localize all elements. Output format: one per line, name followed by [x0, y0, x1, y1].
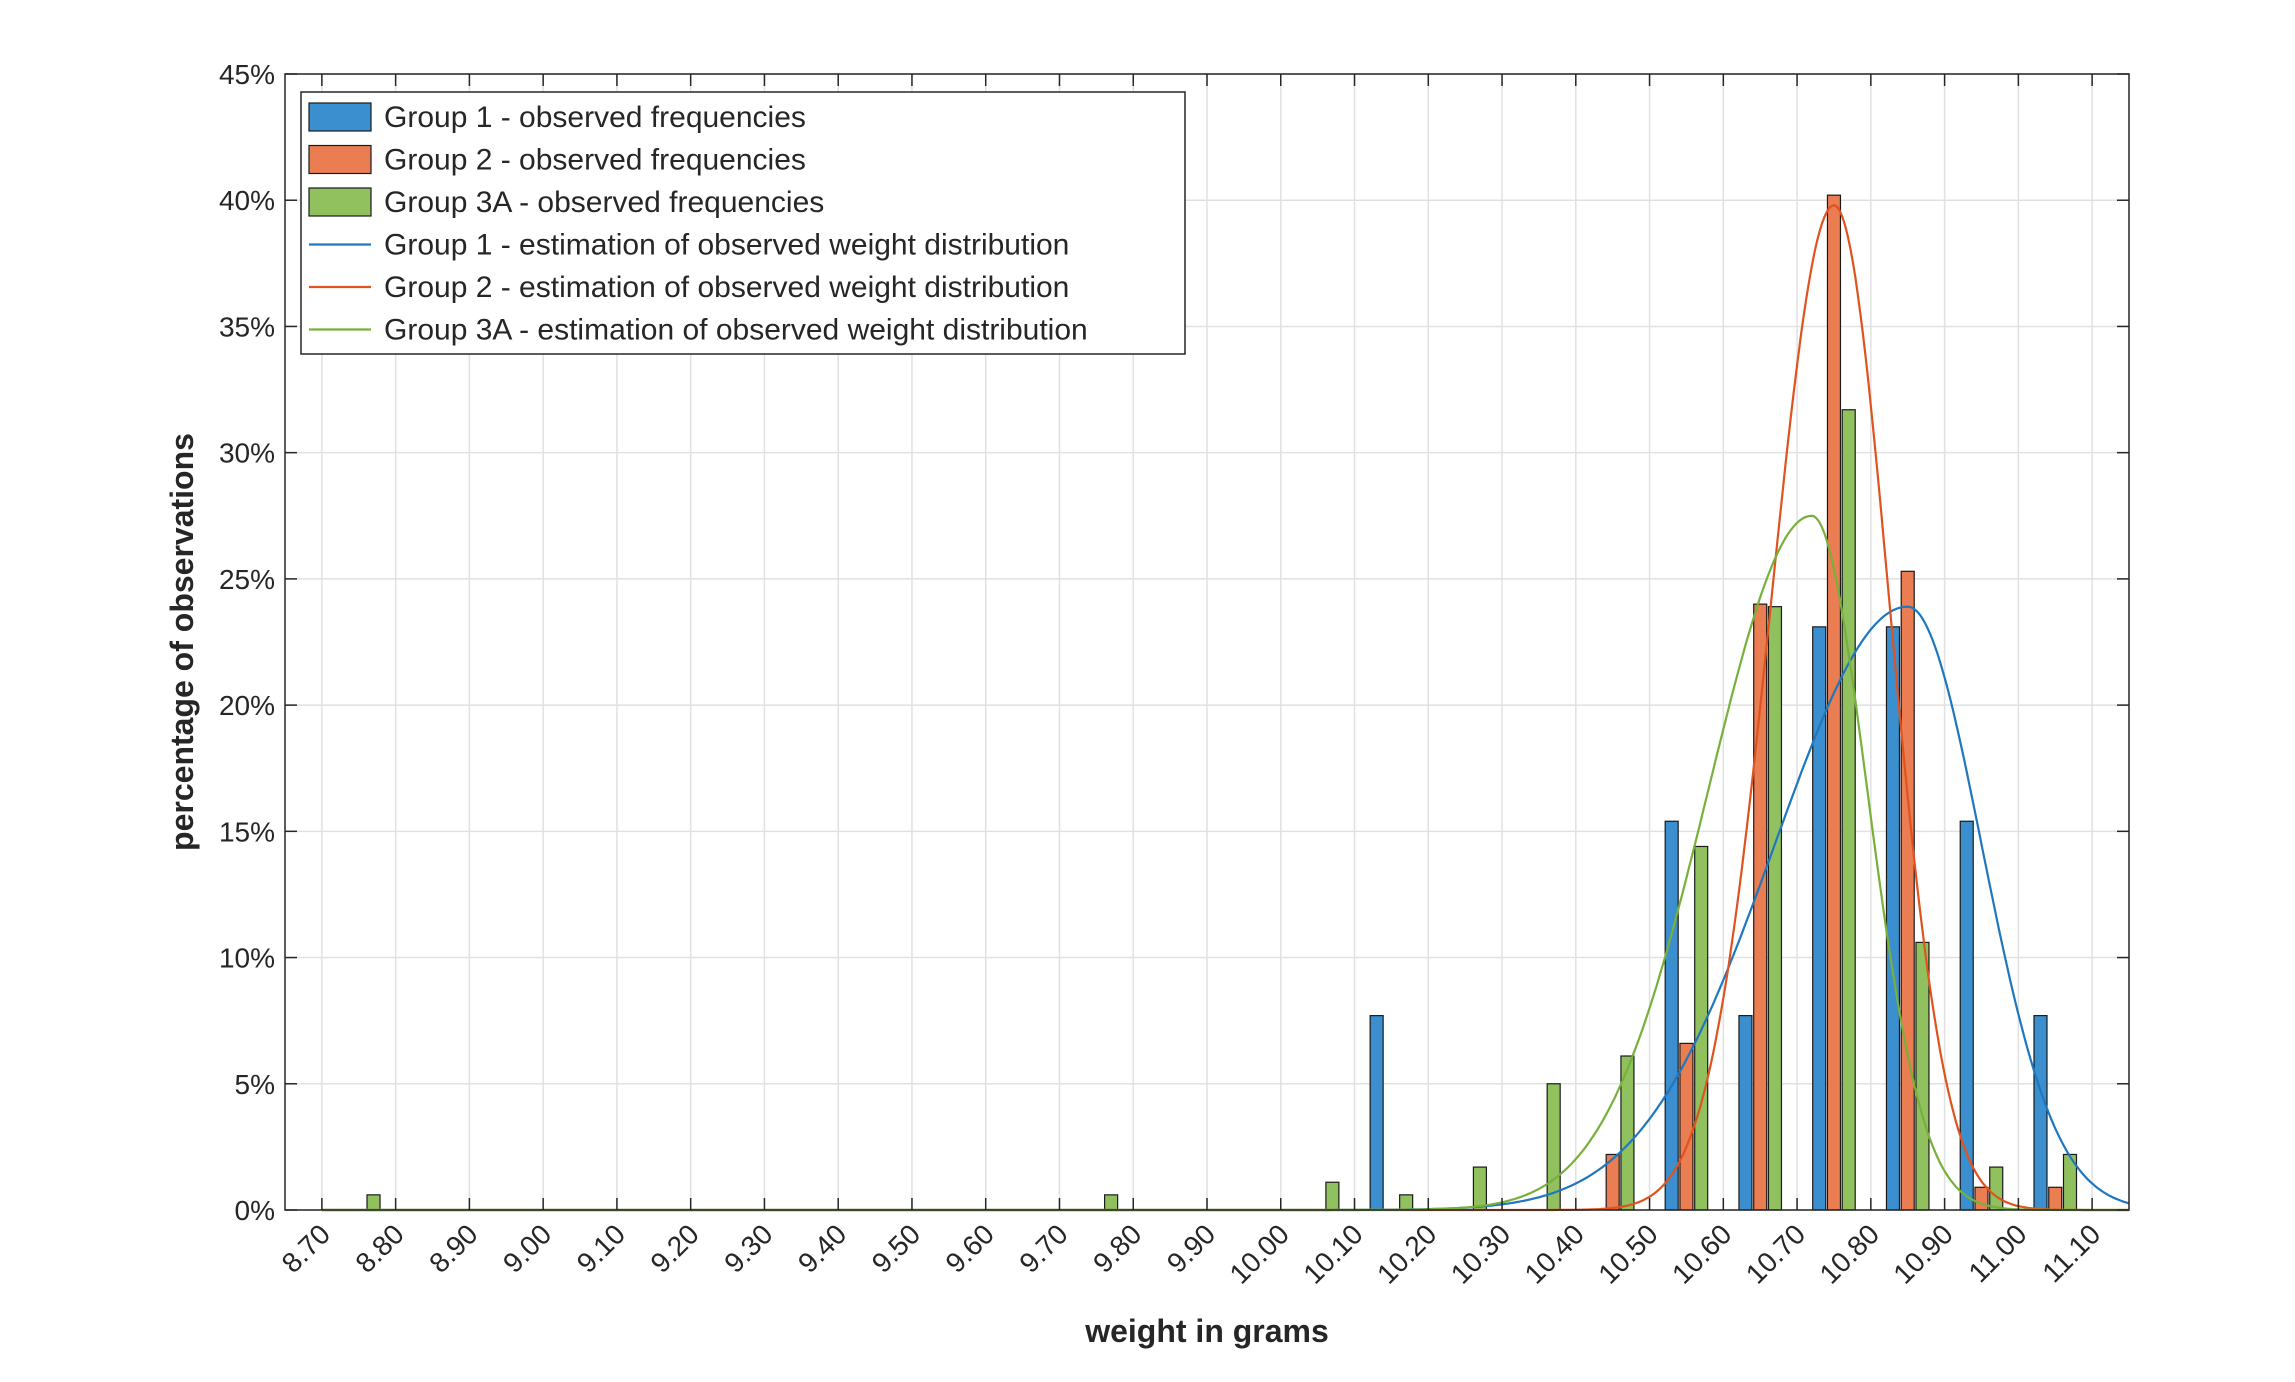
y-tick-label: 45% — [219, 59, 275, 90]
group1-bar — [1885, 626, 1901, 1211]
y-tick-label: 30% — [219, 438, 275, 469]
ticks — [285, 73, 2129, 1211]
legend-entry-label: Group 1 - estimation of observed weight … — [384, 229, 1069, 262]
group3a-bar — [1767, 606, 1783, 1211]
group3a-bar — [366, 1194, 381, 1211]
x-tick-labels: 8.70 8.80 8.90 9.00 9.10 9.20 9.30 9.40 9.50 9.60… — [276, 1218, 2107, 1289]
group3a-bar — [1399, 1194, 1414, 1211]
y-tick-label: 40% — [219, 185, 275, 216]
y-tick-label: 35% — [219, 311, 275, 342]
y-axis-label: percentage of observations — [164, 433, 200, 851]
x-tick-label: 8.80 — [349, 1218, 409, 1278]
group1-bar — [1664, 820, 1679, 1211]
bars — [366, 194, 2078, 1211]
y-tick-label: 15% — [219, 816, 275, 847]
x-axis-label: weight in grams — [1084, 1313, 1329, 1349]
x-tick-label: 11.00 — [1963, 1218, 2033, 1288]
group3a-bar — [1989, 1166, 2004, 1211]
group1-bar — [1369, 1015, 1384, 1211]
x-tick-label: 10.30 — [1445, 1218, 1516, 1289]
y-tick-label: 5% — [235, 1069, 275, 1100]
x-tick-label: 10.60 — [1666, 1218, 1737, 1289]
group1-bar — [1738, 1015, 1753, 1211]
group3a-bar — [1915, 941, 1930, 1211]
group3a-bar — [1325, 1181, 1340, 1211]
x-tick-label: 9.10 — [571, 1218, 631, 1278]
y-tick-label: 25% — [219, 564, 275, 595]
x-tick-label: 9.20 — [644, 1218, 704, 1278]
legend-entry-label: Group 2 - estimation of observed weight … — [384, 271, 1069, 304]
x-tick-label: 10.40 — [1519, 1218, 1590, 1289]
legend-entry-label: Group 3A - observed frequencies — [384, 186, 824, 219]
x-tick-label: 10.20 — [1371, 1218, 1442, 1289]
x-tick-label: 9.70 — [1013, 1218, 1073, 1278]
x-tick-label: 10.80 — [1814, 1218, 1885, 1289]
legend-entry-label: Group 3A - estimation of observed weight… — [384, 314, 1088, 347]
x-tick-label: 9.80 — [1087, 1218, 1147, 1278]
group2-bar — [2048, 1186, 2063, 1211]
y-tick-label: 20% — [219, 690, 275, 721]
group2-legend-swatch — [308, 144, 372, 175]
group3a-legend-swatch — [308, 187, 372, 217]
group3a-bar — [1841, 409, 1856, 1211]
x-tick-label: 10.70 — [1740, 1218, 1811, 1289]
group3a-bar — [1472, 1166, 1488, 1211]
x-tick-label: 9.90 — [1161, 1218, 1221, 1278]
group2-bar — [1900, 570, 1915, 1211]
group2-bar — [1974, 1186, 1989, 1211]
y-tick-label: 0% — [235, 1195, 275, 1226]
legend-entry-label: Group 2 - observed frequencies — [384, 144, 806, 177]
legend-box — [300, 91, 1186, 355]
x-tick-label: 10.90 — [1887, 1218, 1958, 1289]
x-tick-label: 11.10 — [2036, 1218, 2106, 1288]
x-tick-label: 9.50 — [866, 1218, 926, 1278]
y-tick-labels: 0% 5% 10% 15% 20% 25% 30% 35% 40% 45% — [219, 59, 275, 1226]
x-tick-label: 8.70 — [276, 1218, 336, 1278]
x-tick-label: 9.30 — [718, 1218, 778, 1278]
group1-legend-swatch — [308, 102, 372, 132]
x-tick-label: 10.00 — [1224, 1218, 1295, 1289]
x-tick-label: 9.60 — [940, 1218, 1000, 1278]
y-tick-label: 10% — [219, 943, 275, 974]
group1-bar — [2033, 1015, 2048, 1211]
group2-bar — [1753, 603, 1768, 1211]
group3a-bar — [1104, 1194, 1119, 1211]
legend-entry-label: Group 1 - observed frequencies — [384, 101, 806, 134]
x-tick-label: 9.40 — [792, 1218, 852, 1278]
x-tick-label: 10.50 — [1592, 1218, 1663, 1289]
x-tick-label: 8.90 — [423, 1218, 483, 1278]
legend: Group 1 - observed frequencies Group 2 - … — [300, 91, 1186, 355]
x-tick-label: 9.00 — [497, 1218, 557, 1278]
x-tick-label: 10.10 — [1297, 1218, 1368, 1289]
